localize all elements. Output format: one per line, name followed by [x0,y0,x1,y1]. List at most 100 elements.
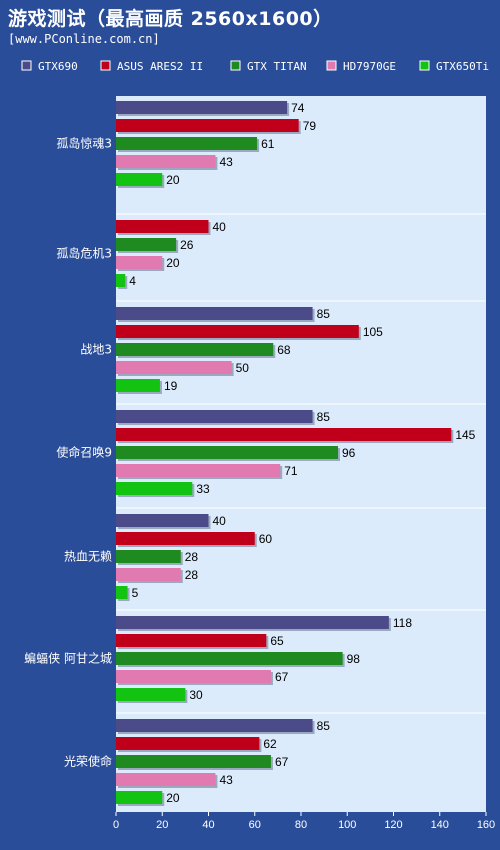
bar [116,307,313,320]
bar-value-label: 40 [213,514,227,528]
bar-value-label: 60 [259,532,273,546]
x-tick-label: 80 [295,819,307,831]
bar [116,446,338,459]
x-tick-label: 160 [477,819,495,831]
legend-item: GTX TITAN [230,60,307,73]
legend-label: GTX690 [38,60,78,73]
bar-value-label: 62 [263,737,277,751]
legend-item: GTX650Ti [419,60,489,73]
bar-value-label: 26 [180,238,194,252]
bar [116,101,288,114]
bar-value-label: 20 [166,791,180,805]
bar [116,586,128,599]
bar-value-label: 98 [347,652,361,666]
bar [116,670,271,683]
bar [116,220,209,233]
bar [116,173,163,186]
bar [116,361,232,374]
legend-item: HD7970GE [326,60,396,73]
bar-value-label: 50 [236,361,250,375]
chart-title: 游戏测试（最高画质 2560x1600） [8,8,333,30]
bar-value-label: 5 [132,586,139,600]
x-tick-label: 40 [202,819,214,831]
legend-swatch [230,60,241,71]
bar [116,428,452,441]
bar [116,568,181,581]
bar-value-label: 96 [342,446,356,460]
x-tick-label: 20 [156,819,168,831]
bar-value-label: 85 [317,719,331,733]
bar-value-label: 105 [363,325,383,339]
bar-value-label: 19 [164,379,178,393]
bar-value-label: 65 [270,634,284,648]
bar-value-label: 4 [129,274,136,288]
bar [116,410,313,423]
bar-value-label: 40 [213,220,227,234]
category-label: 蝙蝠侠 阿甘之城 [24,651,112,666]
x-tick-label: 140 [431,819,449,831]
bar [116,256,163,269]
bar-value-label: 30 [189,688,203,702]
bar-value-label: 145 [455,428,475,442]
legend-swatch [21,60,32,71]
bar [116,634,267,647]
category-label: 孤岛危机3 [56,246,112,261]
bar-value-label: 85 [317,410,331,424]
bar-value-label: 67 [275,755,289,769]
x-tick-label: 100 [338,819,356,831]
x-tick-label: 120 [384,819,402,831]
bar [116,514,209,527]
bar-value-label: 71 [284,464,298,478]
source-label: [www.PConline.com.cn] [8,32,160,46]
bar [116,238,177,251]
category-label: 光荣使命 [64,754,112,769]
bar [116,482,193,495]
category-label: 孤岛惊魂3 [56,136,112,151]
bar-value-label: 68 [277,343,291,357]
bar [116,464,281,477]
legend-label: HD7970GE [343,60,396,73]
bar-value-label: 74 [291,101,305,115]
bar [116,325,359,338]
category-label: 使命召唤9 [56,445,112,460]
legend-item: GTX690 [21,60,78,73]
legend-label: GTX650Ti [436,60,489,73]
x-tick-label: 60 [249,819,261,831]
bar-value-label: 20 [166,173,180,187]
bar-value-label: 85 [317,307,331,321]
legend-label: GTX TITAN [247,60,307,73]
bar [116,532,255,545]
bar [116,343,274,356]
bar [116,137,258,150]
bar [116,688,186,701]
bar [116,737,260,750]
bar-value-label: 20 [166,256,180,270]
bar-value-label: 61 [261,137,275,151]
legend-swatch [326,60,337,71]
x-tick-label: 0 [113,819,119,831]
bar [116,791,163,804]
bar-value-label: 28 [185,568,199,582]
bar [116,550,181,563]
bar-value-label: 67 [275,670,289,684]
legend-swatch [100,60,111,71]
bar [116,719,313,732]
bar-value-label: 43 [219,773,233,787]
bar-value-label: 118 [393,616,412,630]
bar [116,155,216,168]
bar [116,379,160,392]
bar [116,616,389,629]
bar [116,119,299,132]
bar-value-label: 33 [196,482,210,496]
category-label: 热血无赖 [64,550,112,564]
bar [116,274,126,287]
bar [116,652,343,665]
legend-item: ASUS ARES2 II [100,60,203,73]
bar-value-label: 28 [185,550,199,564]
legend-label: ASUS ARES2 II [117,60,203,73]
bar [116,773,216,786]
bar-value-label: 43 [219,155,233,169]
bar [116,755,271,768]
